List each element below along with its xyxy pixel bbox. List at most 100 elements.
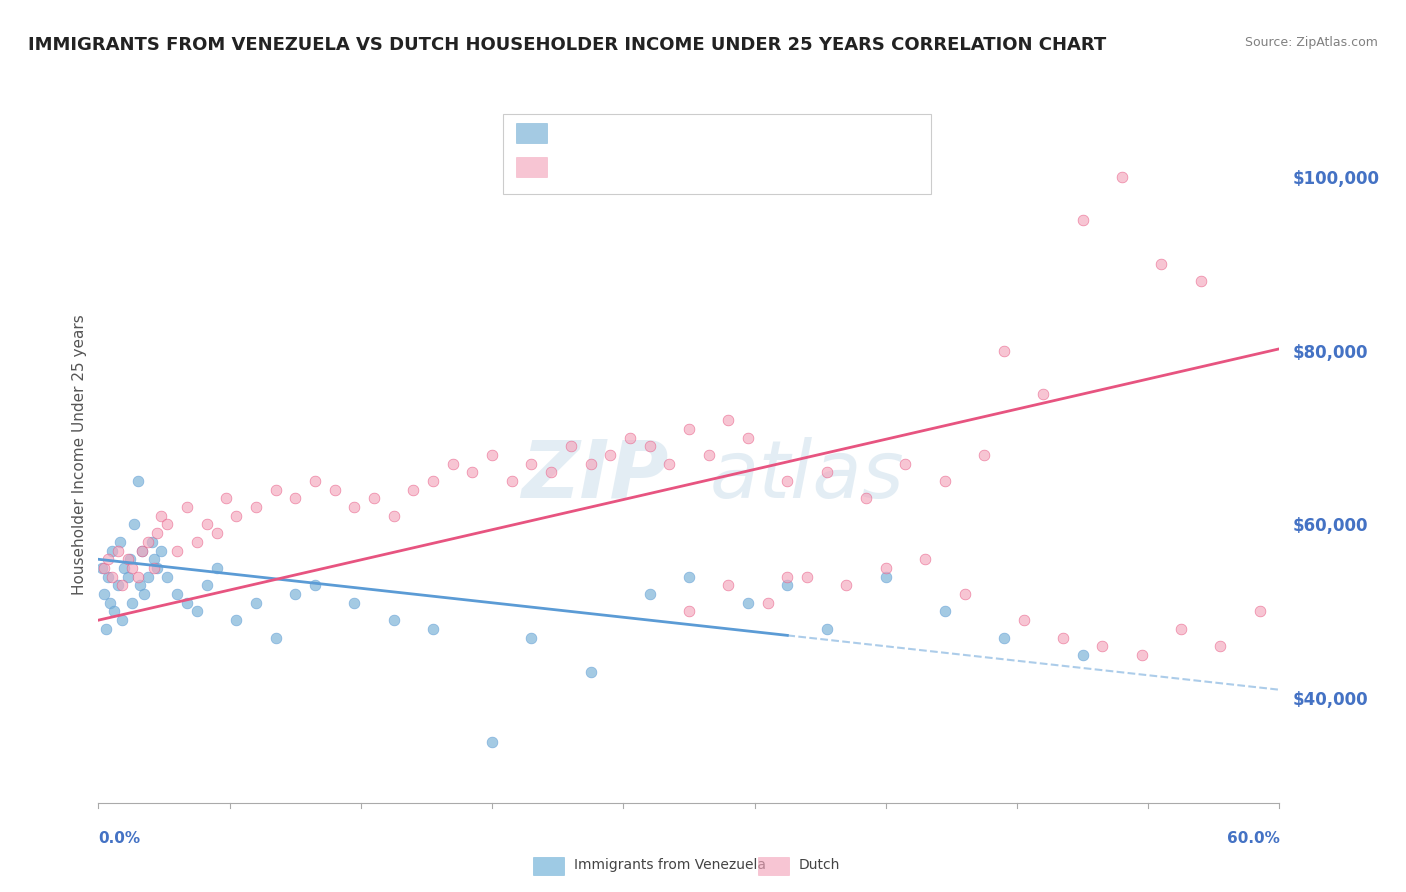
Point <box>756 596 779 610</box>
Point <box>122 517 145 532</box>
Point <box>117 570 139 584</box>
Point <box>136 534 159 549</box>
Point <box>1209 639 1232 653</box>
Point <box>117 552 139 566</box>
Point <box>96 622 118 636</box>
Point <box>225 613 247 627</box>
Text: Immigrants from Venezuela: Immigrants from Venezuela <box>574 858 766 872</box>
Point <box>815 622 838 636</box>
Text: N =: N = <box>672 160 709 174</box>
Point <box>166 543 188 558</box>
Text: 50: 50 <box>710 126 733 140</box>
Point <box>146 526 169 541</box>
Text: -0.196: -0.196 <box>602 126 659 140</box>
Point <box>855 491 877 506</box>
Point <box>1150 257 1173 271</box>
Point <box>875 561 897 575</box>
Text: Source: ZipAtlas.com: Source: ZipAtlas.com <box>1244 36 1378 49</box>
Point <box>619 431 641 445</box>
Point <box>1052 631 1074 645</box>
Point <box>121 561 143 575</box>
Point <box>1071 648 1094 662</box>
Point <box>98 596 121 610</box>
Point <box>107 543 129 558</box>
Point <box>93 561 115 575</box>
Point <box>914 552 936 566</box>
Point <box>835 578 858 592</box>
Point <box>520 457 543 471</box>
Point <box>599 448 621 462</box>
Point <box>215 491 238 506</box>
Point <box>343 500 366 514</box>
Point <box>776 474 799 488</box>
Point <box>141 534 163 549</box>
Point <box>875 570 897 584</box>
Point <box>993 343 1015 358</box>
Point <box>461 466 484 480</box>
Point <box>150 543 173 558</box>
Point <box>304 578 326 592</box>
Point <box>1249 605 1271 619</box>
Point <box>638 439 661 453</box>
Point <box>678 422 700 436</box>
Point <box>205 561 228 575</box>
Point <box>1071 213 1094 227</box>
Text: 0.464: 0.464 <box>602 160 652 174</box>
Point <box>402 483 425 497</box>
Text: N =: N = <box>672 126 709 140</box>
Point <box>127 570 149 584</box>
Point <box>156 517 179 532</box>
Point <box>1032 387 1054 401</box>
Point <box>304 474 326 488</box>
Point <box>142 561 165 575</box>
Point <box>166 587 188 601</box>
Point <box>382 508 405 523</box>
Point <box>953 587 976 601</box>
Point <box>176 500 198 514</box>
Point <box>323 483 346 497</box>
Point <box>108 534 131 549</box>
Point <box>142 552 165 566</box>
Point <box>540 466 562 480</box>
Point <box>776 578 799 592</box>
Point <box>422 474 444 488</box>
Point <box>186 605 208 619</box>
Point <box>638 587 661 601</box>
Point <box>737 431 759 445</box>
Point <box>103 605 125 619</box>
Point <box>101 543 124 558</box>
Point <box>934 605 956 619</box>
Point <box>101 570 124 584</box>
Point <box>97 552 120 566</box>
Point <box>1189 274 1212 288</box>
Point <box>815 466 838 480</box>
Point <box>776 570 799 584</box>
Point <box>156 570 179 584</box>
Point <box>264 483 287 497</box>
Point <box>363 491 385 506</box>
Point <box>481 448 503 462</box>
Point <box>118 552 141 566</box>
Point <box>678 570 700 584</box>
Point <box>205 526 228 541</box>
Point <box>501 474 523 488</box>
Point <box>441 457 464 471</box>
Point <box>717 413 740 427</box>
Point <box>128 578 150 592</box>
Text: R =: R = <box>554 126 589 140</box>
Point <box>1170 622 1192 636</box>
Point <box>93 587 115 601</box>
Point <box>678 605 700 619</box>
Point <box>1012 613 1035 627</box>
Text: R =: R = <box>554 160 589 174</box>
Point <box>107 578 129 592</box>
Point <box>146 561 169 575</box>
Point <box>112 561 135 575</box>
Point <box>131 543 153 558</box>
Point <box>186 534 208 549</box>
Point <box>111 578 134 592</box>
Point <box>111 613 134 627</box>
Point <box>245 596 267 610</box>
Text: 60.0%: 60.0% <box>1226 830 1279 846</box>
Point <box>284 491 307 506</box>
